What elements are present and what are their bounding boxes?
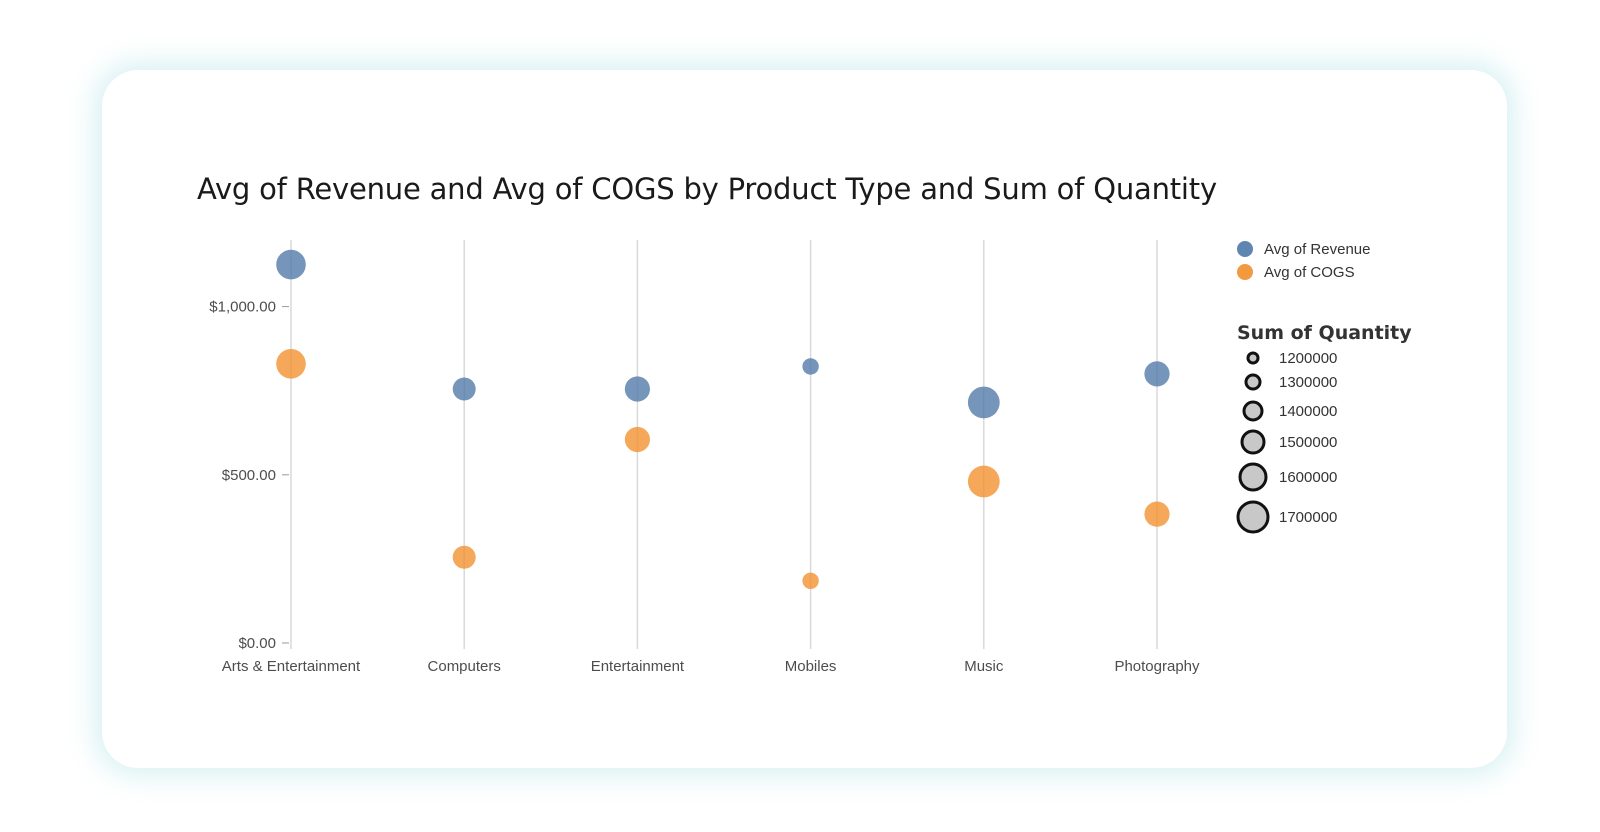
- size-legend-label: 1400000: [1279, 403, 1337, 420]
- size-legend: Sum of Quantity 1200000 1300000 1400000 1500…: [1236, 322, 1412, 534]
- avg-of-revenue-point[interactable]: [802, 358, 819, 375]
- size-legend-label: 1500000: [1279, 434, 1337, 451]
- size-legend-label: 1200000: [1279, 350, 1337, 367]
- size-legend-label: 1700000: [1279, 509, 1337, 526]
- legend-label: Avg of Revenue: [1264, 241, 1370, 258]
- avg-of-revenue-point[interactable]: [1144, 361, 1170, 387]
- y-tick-label: $0.00: [238, 635, 276, 652]
- legend-swatch: [1237, 264, 1253, 280]
- avg-of-cogs-point[interactable]: [1144, 501, 1170, 527]
- x-tick-label: Mobiles: [785, 658, 837, 675]
- color-legend: Avg of Revenue Avg of COGS: [1237, 241, 1370, 281]
- legend-label: Avg of COGS: [1264, 264, 1355, 281]
- avg-of-cogs-point[interactable]: [802, 572, 819, 589]
- avg-of-revenue-point[interactable]: [276, 249, 306, 280]
- legend-swatch: [1237, 241, 1253, 257]
- avg-of-cogs-point[interactable]: [452, 545, 476, 569]
- gridlines: [290, 240, 1158, 649]
- x-tick-label: Arts & Entertainment: [222, 658, 361, 675]
- size-legend-circle: [1246, 351, 1260, 365]
- size-legend-circle: [1244, 373, 1262, 391]
- avg-of-revenue-point[interactable]: [452, 377, 476, 401]
- size-legend-circle: [1240, 429, 1266, 455]
- avg-of-cogs-point[interactable]: [967, 465, 1000, 498]
- y-axis: $0.00 $500.00 $1,000.00: [209, 299, 289, 652]
- avg-of-cogs-point[interactable]: [276, 348, 306, 379]
- size-legend-circle: [1238, 462, 1268, 492]
- size-legend-circle: [1242, 400, 1264, 422]
- x-tick-label: Music: [964, 658, 1004, 675]
- chart-title: Avg of Revenue and Avg of COGS by Produc…: [197, 172, 1217, 206]
- avg-of-revenue-point[interactable]: [967, 386, 1000, 419]
- chart-card: [102, 70, 1507, 768]
- size-legend-circle: [1236, 500, 1270, 534]
- y-tick-label: $500.00: [222, 467, 276, 484]
- x-axis: Arts & Entertainment Computers Entertainme…: [222, 658, 1200, 675]
- y-tick-label: $1,000.00: [209, 299, 276, 316]
- size-legend-label: 1300000: [1279, 374, 1337, 391]
- size-legend-label: 1600000: [1279, 469, 1337, 486]
- avg-of-cogs-point[interactable]: [624, 426, 651, 453]
- avg-of-revenue-point[interactable]: [624, 376, 651, 402]
- size-legend-title: Sum of Quantity: [1237, 322, 1412, 344]
- data-points: [276, 249, 1170, 589]
- x-tick-label: Entertainment: [591, 658, 685, 675]
- x-tick-label: Photography: [1114, 658, 1200, 675]
- x-tick-label: Computers: [428, 658, 501, 675]
